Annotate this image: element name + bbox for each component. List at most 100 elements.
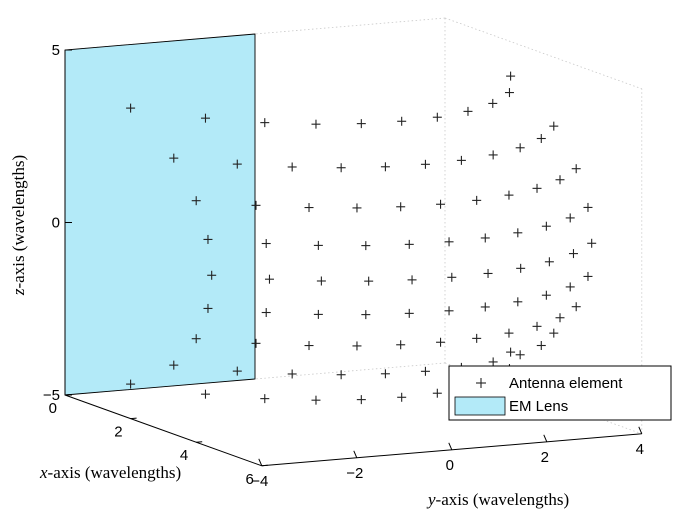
- antenna-element-marker: [587, 238, 597, 248]
- antenna-element-marker: [555, 313, 565, 323]
- antenna-element-marker: [361, 310, 371, 320]
- antenna-element-marker: [436, 199, 446, 209]
- antenna-element-marker: [536, 341, 546, 351]
- antenna-element-marker: [287, 369, 297, 379]
- antenna-element-marker: [536, 134, 546, 144]
- antenna-element-marker: [568, 249, 578, 259]
- antenna-element-marker: [126, 103, 136, 113]
- antenna-elements: [126, 71, 597, 405]
- antenna-element-marker: [361, 241, 371, 251]
- antenna-element-marker: [264, 274, 274, 284]
- antenna-element-marker: [504, 328, 514, 338]
- legend-marker-antenna-icon: [476, 378, 486, 388]
- antenna-element-marker: [336, 163, 346, 173]
- antenna-element-marker: [251, 338, 261, 348]
- antenna-element-marker: [311, 119, 321, 129]
- antenna-element-marker: [515, 143, 525, 153]
- antenna-element-marker: [260, 118, 270, 128]
- antenna-element-marker: [352, 341, 362, 351]
- antenna-element-marker: [447, 272, 457, 282]
- y-tick-label: −4: [251, 473, 268, 490]
- antenna-element-marker: [352, 203, 362, 213]
- antenna-element-marker: [304, 203, 314, 213]
- y-tick-mark: [448, 442, 453, 450]
- antenna-element-marker: [313, 240, 323, 250]
- antenna-element-marker: [420, 366, 430, 376]
- y-tick-mark: [638, 426, 643, 434]
- z-axis-label-text: -axis (wavelengths): [9, 155, 28, 289]
- antenna-element-marker: [420, 159, 430, 169]
- antenna-element-marker: [483, 268, 493, 278]
- antenna-element-marker: [380, 162, 390, 172]
- antenna-element-marker: [480, 233, 490, 243]
- antenna-element-marker: [232, 366, 242, 376]
- antenna-element-marker: [565, 282, 575, 292]
- x-axis-label-var: x: [39, 463, 48, 482]
- y-tick-mark: [543, 434, 548, 442]
- antenna-element-marker: [541, 290, 551, 300]
- antenna-element-marker: [251, 200, 261, 210]
- antenna-element-marker: [397, 116, 407, 126]
- antenna-element-marker: [488, 150, 498, 160]
- antenna-element-marker: [436, 337, 446, 347]
- antenna-element-marker: [463, 106, 473, 116]
- antenna-element-marker: [287, 162, 297, 172]
- x-tick-label: 4: [180, 447, 188, 464]
- antenna-element-marker: [506, 347, 516, 357]
- antenna-element-marker: [532, 183, 542, 193]
- z-tick-label: 5: [52, 42, 60, 59]
- antenna-element-marker: [472, 333, 482, 343]
- antenna-element-marker: [169, 153, 179, 163]
- antenna-element-marker: [396, 340, 406, 350]
- antenna-element-marker: [472, 195, 482, 205]
- antenna-element-marker: [532, 321, 542, 331]
- legend-swatch-lens: [454, 396, 506, 416]
- antenna-element-marker: [261, 239, 271, 249]
- y-axis-label: y-axis (wavelengths): [426, 490, 569, 509]
- antenna-element-marker: [544, 257, 554, 267]
- antenna-element-marker: [516, 263, 526, 273]
- antenna-element-marker: [203, 234, 213, 244]
- antenna-element-marker: [571, 302, 581, 312]
- antenna-element-marker: [404, 239, 414, 249]
- y-tick-label: 2: [541, 449, 549, 466]
- antenna-element-marker: [456, 155, 466, 165]
- y-tick-label: −2: [346, 465, 363, 482]
- x-axis-label: x-axis (wavelengths): [39, 463, 181, 482]
- y-tick-mark: [353, 450, 358, 458]
- legend-label-lens: EM Lens: [509, 398, 568, 415]
- antenna-element-marker: [488, 98, 498, 108]
- x-tick-label: 6: [245, 471, 253, 488]
- em-lens-plane: [64, 33, 256, 396]
- antenna-element-marker: [565, 213, 575, 223]
- antenna-element-marker: [207, 270, 217, 280]
- antenna-element-marker: [232, 159, 242, 169]
- antenna-element-marker: [396, 202, 406, 212]
- legend-label-antenna: Antenna element: [509, 375, 623, 392]
- antenna-element-marker: [313, 309, 323, 319]
- antenna-element-marker: [432, 388, 442, 398]
- x-axis-label-text: -axis (wavelengths): [48, 463, 182, 482]
- antenna-element-marker: [261, 308, 271, 318]
- antenna-element-marker: [356, 395, 366, 405]
- antenna-element-marker: [260, 394, 270, 404]
- antenna-element-marker: [169, 360, 179, 370]
- antenna-element-marker: [404, 308, 414, 318]
- y-axis-label-text: -axis (wavelengths): [436, 490, 570, 509]
- antenna-element-marker: [336, 370, 346, 380]
- x-tick-label: 0: [49, 400, 57, 417]
- antenna-element-marker: [126, 379, 136, 389]
- antenna-element-marker: [583, 271, 593, 281]
- y-axis-label-var: y: [426, 490, 436, 509]
- antenna-element-marker: [380, 369, 390, 379]
- antenna-element-marker: [191, 196, 201, 206]
- antenna-element-marker: [200, 389, 210, 399]
- x-tick-mark: [64, 394, 72, 396]
- antenna-element-marker: [513, 297, 523, 307]
- z-axis-label-var: z: [9, 288, 28, 296]
- box-edge-top-right: [444, 17, 642, 90]
- y-tick-label: 0: [446, 457, 454, 474]
- x-tick-label: 2: [114, 424, 122, 441]
